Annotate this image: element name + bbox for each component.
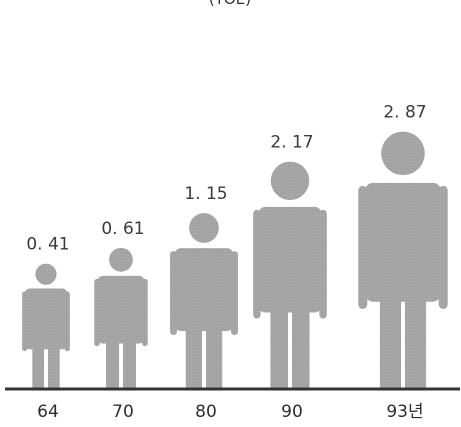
category-label: 93년: [386, 402, 423, 422]
figure-head: [109, 247, 133, 272]
figure-torso: [25, 288, 67, 350]
figure-head: [270, 161, 310, 201]
figure-leg-left: [270, 302, 288, 388]
figure-leg-right: [206, 321, 223, 388]
value-label: 0. 61: [101, 219, 144, 239]
figure-arm-left: [94, 278, 100, 347]
value-label: 2. 17: [270, 133, 313, 153]
figure-arm-left: [22, 291, 28, 352]
category-label: 64: [37, 402, 59, 422]
figure-arm-right: [142, 278, 148, 347]
figure-torso: [258, 206, 322, 313]
value-label: 1. 15: [184, 184, 227, 204]
figure-mark: [22, 263, 70, 388]
category-label: 80: [195, 402, 217, 422]
figure-leg-left: [32, 339, 44, 388]
figure-arm-left: [170, 251, 177, 336]
figure-head: [189, 213, 219, 243]
figure-series: [22, 131, 448, 388]
figure-torso: [365, 182, 441, 302]
category-label: 70: [112, 402, 134, 422]
figure-mark: [170, 213, 238, 388]
figure-arm-right: [64, 291, 70, 352]
figure-leg-right: [48, 339, 60, 388]
figure-leg-right: [405, 291, 427, 388]
category-label: 90: [281, 402, 303, 422]
figure-arm-right: [231, 251, 238, 336]
figure-torso: [97, 275, 145, 344]
figure-arm-left: [253, 209, 261, 319]
figure-mark: [253, 161, 327, 388]
figure-mark: [94, 247, 148, 388]
figure-leg-right: [123, 333, 136, 388]
figure-leg-left: [379, 291, 401, 388]
unit-label: (TOE): [209, 0, 251, 8]
figure-head: [35, 263, 57, 285]
figure-mark: [358, 131, 448, 388]
figure-arm-right: [319, 209, 327, 319]
value-labels: 0. 41 0. 61 1. 15 2. 17 2. 87: [26, 103, 426, 255]
category-labels: 64 70 80 90 93년: [37, 402, 423, 422]
figure-arm-left: [358, 185, 368, 309]
figure-arm-right: [438, 185, 448, 309]
value-label: 2. 87: [383, 103, 426, 123]
value-label: 0. 41: [26, 235, 69, 255]
figure-leg-left: [106, 333, 119, 388]
figure-torso: [175, 248, 233, 332]
figure-leg-left: [185, 321, 202, 388]
figure-head: [381, 131, 425, 176]
figure-leg-right: [292, 302, 310, 388]
